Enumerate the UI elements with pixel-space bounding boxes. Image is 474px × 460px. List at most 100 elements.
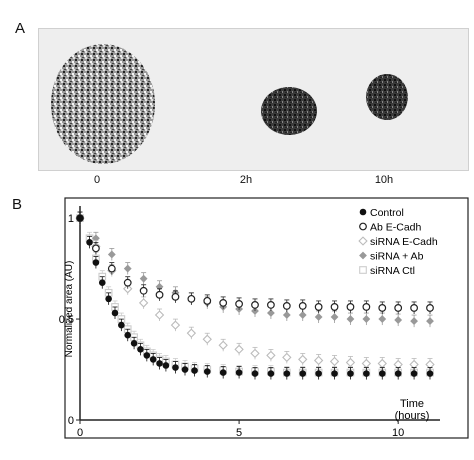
legend-marker	[358, 236, 368, 246]
data-point	[267, 309, 275, 317]
data-point	[92, 259, 100, 266]
data-point	[377, 358, 387, 369]
data-point	[251, 370, 259, 377]
data-point	[149, 356, 157, 363]
data-point	[315, 370, 322, 377]
data-point	[251, 307, 259, 315]
data-point	[124, 331, 132, 339]
aggregate-10h	[366, 74, 408, 120]
data-point	[282, 302, 291, 310]
y-tick-label: 0	[68, 415, 74, 427]
data-point	[105, 295, 112, 303]
data-point	[410, 317, 418, 325]
data-point	[267, 301, 275, 309]
data-point	[282, 352, 292, 363]
data-point	[426, 317, 434, 325]
data-point	[187, 294, 196, 303]
aggregate-0h	[51, 44, 155, 164]
data-point	[107, 250, 116, 259]
panel-a-letter: A	[15, 20, 26, 37]
microscopy-panel	[38, 28, 469, 171]
data-point	[298, 311, 307, 319]
data-point	[283, 370, 291, 377]
aggregate-2h	[261, 87, 317, 135]
series-ab-e-cadh	[76, 211, 434, 314]
time-label-2h: 2h	[239, 174, 253, 186]
data-point	[410, 370, 418, 377]
panel-b-letter: B	[12, 196, 23, 213]
aggregate-images	[51, 44, 408, 164]
data-point	[330, 313, 339, 321]
data-point	[123, 284, 133, 294]
data-point	[137, 346, 144, 353]
data-point	[203, 368, 211, 375]
data-point	[172, 364, 179, 371]
data-point	[394, 304, 403, 312]
y-tick-label: 0.5	[59, 314, 74, 326]
data-point	[329, 356, 340, 367]
data-point	[314, 303, 323, 311]
data-point	[111, 309, 119, 317]
data-point	[186, 328, 197, 338]
data-point	[123, 278, 132, 287]
time-label-0: 0	[93, 174, 101, 186]
data-point	[299, 370, 307, 377]
data-point	[378, 315, 387, 323]
data-point	[139, 286, 148, 295]
legend-marker	[359, 222, 367, 231]
data-point	[203, 296, 212, 305]
data-point	[92, 244, 100, 253]
data-point	[191, 367, 198, 374]
data-point	[426, 304, 434, 312]
data-point	[266, 350, 276, 361]
data-point	[331, 370, 338, 377]
data-point	[410, 304, 418, 312]
data-point	[313, 355, 324, 366]
data-point	[76, 214, 84, 222]
data-point	[346, 303, 355, 311]
data-point	[155, 282, 164, 291]
data-point	[426, 370, 434, 377]
legend-label: siRNA + Ab	[370, 251, 424, 263]
time-label-10h: 10h	[374, 174, 394, 186]
y-axis-label: Normalized area (AU)	[64, 261, 75, 358]
x-tick-label: 0	[77, 427, 83, 439]
data-point	[298, 354, 308, 365]
data-point	[361, 358, 372, 369]
data-point	[98, 279, 106, 287]
legend-label: siRNA Ctl	[370, 265, 415, 277]
legend-marker	[359, 208, 367, 216]
legend-marker	[359, 266, 367, 274]
data-point	[250, 348, 260, 359]
data-point	[314, 313, 323, 321]
data-point	[282, 311, 291, 319]
legend-label: siRNA E-Cadh	[370, 236, 438, 248]
data-point	[345, 357, 356, 368]
data-point	[362, 315, 371, 323]
data-point	[330, 303, 339, 311]
data-point	[251, 301, 259, 309]
x-tick-label: 5	[236, 427, 242, 439]
data-point	[378, 370, 386, 377]
data-point	[202, 334, 212, 344]
data-point	[363, 370, 370, 377]
data-point	[118, 321, 125, 329]
data-point	[162, 362, 170, 369]
series-control	[76, 211, 434, 380]
data-point	[130, 339, 138, 347]
data-point	[346, 315, 355, 323]
data-point	[181, 366, 189, 373]
data-point	[143, 352, 151, 359]
data-point	[298, 302, 307, 310]
data-point	[267, 370, 275, 377]
data-point	[235, 300, 243, 308]
data-point	[378, 304, 387, 312]
data-point	[171, 292, 180, 301]
data-point	[170, 320, 181, 330]
data-point	[235, 369, 243, 376]
data-point	[362, 303, 371, 311]
legend-label: Ab E-Cadh	[370, 222, 422, 234]
data-point	[156, 360, 163, 367]
x-axis-label: (hours)	[395, 410, 430, 422]
data-point	[219, 298, 228, 307]
